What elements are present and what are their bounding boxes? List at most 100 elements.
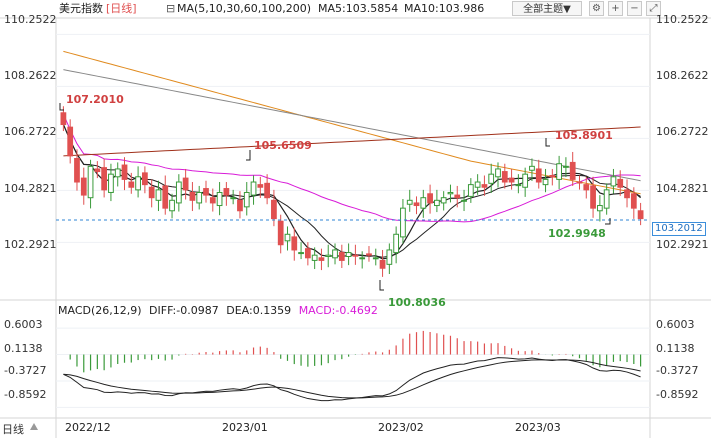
price-axis-left-1: 110.2522 xyxy=(4,13,57,26)
candle-body xyxy=(535,168,542,183)
candle-body xyxy=(569,161,576,180)
candle-body xyxy=(434,199,440,207)
ma10-value: MA10:103.986 xyxy=(404,2,485,15)
candle-body xyxy=(60,112,67,126)
candle-body xyxy=(318,257,325,261)
macd-dea-line xyxy=(63,359,641,399)
macd-axis-left-3: -0.3727 xyxy=(4,364,47,377)
candle-body xyxy=(427,193,433,204)
macd-legend: MACD(26,12,9) DIFF:-0.0987 DEA:0.1359 MA… xyxy=(58,304,378,317)
candle-body xyxy=(461,199,467,202)
zoom-in-icon[interactable]: + xyxy=(608,1,623,16)
candle-body xyxy=(522,173,529,188)
candle-body xyxy=(250,181,257,196)
candle-body xyxy=(637,210,644,220)
candle-body xyxy=(529,165,535,171)
macd-axis-left-2: 0.1138 xyxy=(4,342,43,355)
candle-body xyxy=(495,168,501,178)
price-axis-label-1: 110.2522 xyxy=(656,13,709,26)
x-axis-label-2: 2023/01 xyxy=(222,421,268,434)
candle-body xyxy=(223,188,230,196)
x-axis-label-1: 2022/12 xyxy=(65,421,111,434)
candle-body xyxy=(230,197,237,200)
macd-dea: DEA:0.1359 xyxy=(226,304,292,317)
ma-params[interactable]: MA(5,10,30,60,100,200) xyxy=(177,2,312,15)
ma200-line xyxy=(63,126,641,157)
x-axis-label-3: 2023/02 xyxy=(378,421,424,434)
candle-body xyxy=(630,193,637,209)
candle-body xyxy=(467,184,474,197)
macd-axis-right-2: 0.1138 xyxy=(656,342,695,355)
candle-body xyxy=(203,188,209,196)
theme-dropdown[interactable]: 全部主题▼ xyxy=(512,1,582,16)
annotation-low-2: 102.9948 xyxy=(548,227,606,240)
candle-body xyxy=(155,189,162,201)
candle-body xyxy=(406,199,413,205)
macd-axis-left-4: -0.8592 xyxy=(4,388,47,401)
triangle-up-icon[interactable] xyxy=(30,423,38,430)
candle-body xyxy=(590,185,596,209)
candle-body xyxy=(237,199,243,212)
ma60-line xyxy=(63,50,641,195)
candle-body xyxy=(216,191,223,207)
candle-body xyxy=(563,165,569,168)
candle-body xyxy=(420,197,427,209)
candle-body xyxy=(542,178,549,186)
price-axis-label-5: 102.2921 xyxy=(656,238,709,251)
candle-body xyxy=(175,181,182,204)
x-axis-label-4: 2023/03 xyxy=(515,421,561,434)
candle-body xyxy=(67,126,74,157)
candle-body xyxy=(257,184,264,188)
candle-body xyxy=(196,191,203,204)
price-axis-label-3: 106.2722 xyxy=(656,125,709,138)
candle-body xyxy=(121,164,128,180)
candlesticks xyxy=(60,106,644,277)
macd-axis-left-1: 0.6003 xyxy=(4,318,43,331)
candle-body xyxy=(277,220,284,246)
candle-body xyxy=(393,233,400,254)
candle-body xyxy=(549,174,556,178)
expand-icon[interactable]: ⤢ xyxy=(646,1,661,16)
price-axis-left-2: 108.2622 xyxy=(4,69,57,82)
macd-value: MACD:-0.4692 xyxy=(298,304,378,317)
candle-body xyxy=(87,165,94,199)
macd-axis-right-1: 0.6003 xyxy=(656,318,695,331)
ma5-value: MA5:103.5854 xyxy=(318,2,399,15)
macd-axis-right-4: -0.8592 xyxy=(656,388,699,401)
candle-body xyxy=(128,181,135,188)
price-axis-left-3: 106.2722 xyxy=(4,125,57,138)
candle-body xyxy=(243,191,250,208)
macd-grid xyxy=(56,327,650,408)
candle-body xyxy=(454,194,461,199)
candle-body xyxy=(135,176,141,191)
candle-body xyxy=(359,257,366,260)
period-tab-daily[interactable]: 日线 xyxy=(2,423,24,436)
candle-body xyxy=(162,185,169,209)
candle-body xyxy=(169,199,175,212)
ma-icon[interactable]: ⊟ xyxy=(166,2,176,15)
candle-body xyxy=(488,173,495,184)
candle-body xyxy=(440,197,447,204)
settings-icon[interactable]: ⚙ xyxy=(589,1,604,16)
candle-body xyxy=(264,182,270,199)
candle-body xyxy=(108,173,114,193)
price-axis-left-4: 104.2821 xyxy=(4,182,57,195)
candle-body xyxy=(189,191,196,201)
candle-body xyxy=(400,207,406,238)
candle-body xyxy=(610,176,617,187)
candle-body xyxy=(338,252,345,261)
period-selector[interactable]: [日线] xyxy=(106,2,137,15)
zoom-out-icon[interactable]: − xyxy=(627,1,642,16)
ma30-line xyxy=(62,113,641,223)
candle-body xyxy=(74,158,80,183)
candle-body xyxy=(271,199,277,220)
macd-diff: DIFF:-0.0987 xyxy=(149,304,219,317)
annotation-low-1: 100.8036 xyxy=(388,296,446,309)
candle-body xyxy=(311,254,318,261)
candle-body xyxy=(386,249,393,265)
annotation-high-2: 105.6509 xyxy=(254,139,312,152)
candle-body xyxy=(481,184,488,188)
ma100-line xyxy=(63,69,641,182)
